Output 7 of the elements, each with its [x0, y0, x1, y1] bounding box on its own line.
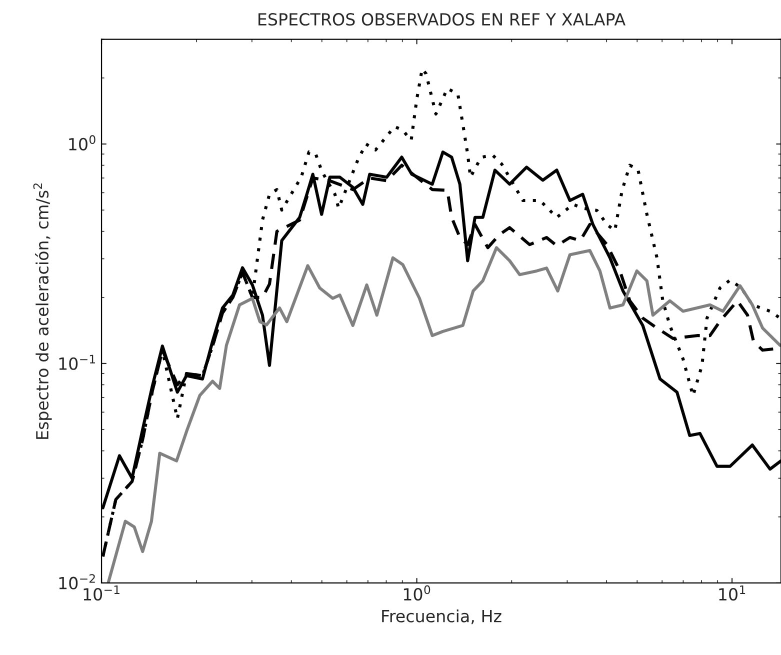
x-tick-label: 10$^{1}$	[719, 585, 746, 601]
y-tick-label: 10$^{−1}$	[59, 354, 95, 370]
x-axis-title: Frecuencia, Hz	[382, 609, 502, 624]
y-tick-label: 10$^{0}$	[69, 135, 96, 150]
chart-title: ESPECTROS OBSERVADOS EN REF Y XALAPA	[258, 13, 626, 26]
y-axis-title: Espectro de aceleración, cm/s$^{2}$	[33, 183, 52, 439]
x-tick-label: 10$^{0}$	[404, 585, 430, 601]
